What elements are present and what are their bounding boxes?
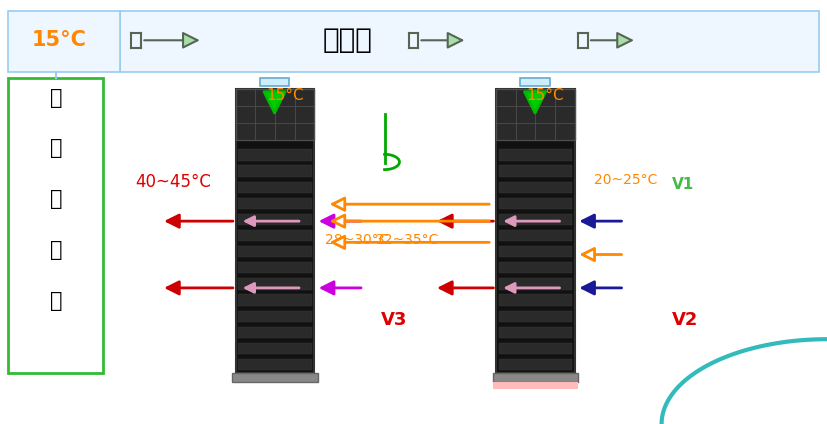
Bar	[236, 89, 314, 140]
Bar	[499, 246, 572, 257]
Bar	[499, 181, 572, 193]
Bar	[238, 230, 312, 241]
Text: 40~45°C: 40~45°C	[135, 173, 211, 191]
Text: 风: 风	[50, 189, 63, 209]
Text: 调: 调	[50, 291, 63, 311]
Bar	[493, 382, 578, 389]
Bar	[238, 149, 312, 161]
Bar	[499, 165, 572, 177]
Text: 28~30°C: 28~30°C	[325, 232, 389, 247]
Bar	[236, 89, 314, 373]
Bar	[238, 311, 312, 322]
Text: 15°C: 15°C	[527, 88, 564, 103]
Bar	[499, 214, 572, 225]
Bar	[238, 262, 312, 273]
Bar	[499, 311, 572, 322]
Bar	[238, 294, 312, 306]
Bar	[499, 149, 572, 161]
Bar	[232, 373, 318, 382]
Text: V1: V1	[672, 177, 694, 192]
Text: 送: 送	[50, 138, 63, 159]
Bar	[496, 89, 575, 373]
Bar	[496, 89, 575, 140]
Bar	[238, 165, 312, 177]
Bar	[493, 373, 578, 382]
Bar	[120, 11, 819, 72]
Text: V2: V2	[672, 311, 698, 329]
Bar	[499, 230, 572, 241]
Text: 空: 空	[50, 240, 63, 260]
Text: 送风管: 送风管	[323, 26, 372, 54]
Bar	[499, 262, 572, 273]
Text: 32~35°C: 32~35°C	[375, 232, 439, 247]
Bar	[499, 198, 572, 209]
Text: 15°C: 15°C	[32, 30, 87, 50]
Bar	[238, 343, 312, 354]
Bar	[238, 181, 312, 193]
Bar	[499, 278, 572, 290]
Bar	[238, 359, 312, 370]
Bar	[8, 11, 120, 72]
Text: 上: 上	[50, 87, 63, 108]
Bar	[499, 327, 572, 338]
Bar	[499, 359, 572, 370]
Bar	[238, 214, 312, 225]
Bar	[238, 327, 312, 338]
Bar	[499, 294, 572, 306]
Bar	[260, 78, 289, 86]
Bar	[499, 343, 572, 354]
Text: V3: V3	[381, 311, 408, 329]
Bar	[520, 78, 550, 86]
Bar	[238, 198, 312, 209]
Bar	[8, 78, 103, 373]
Text: 20~25°C: 20~25°C	[594, 173, 657, 187]
Text: 15°C: 15°C	[266, 88, 304, 103]
Bar	[238, 246, 312, 257]
Bar	[238, 278, 312, 290]
